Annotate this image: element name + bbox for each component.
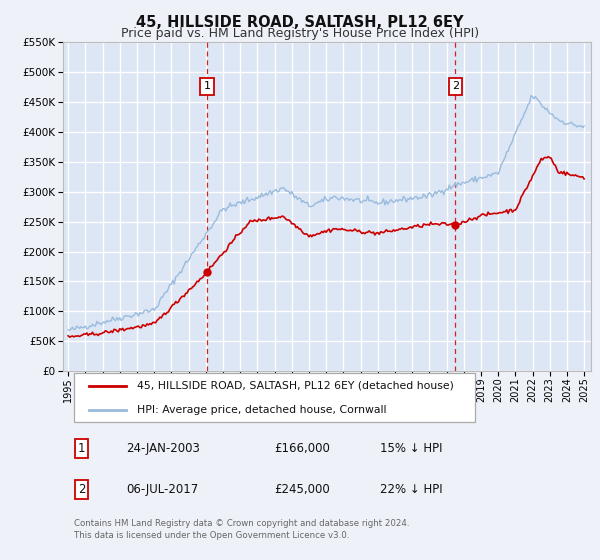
- Text: £166,000: £166,000: [274, 442, 330, 455]
- Text: Contains HM Land Registry data © Crown copyright and database right 2024.
This d: Contains HM Land Registry data © Crown c…: [74, 519, 409, 540]
- Text: £245,000: £245,000: [274, 483, 330, 496]
- Text: 1: 1: [78, 442, 85, 455]
- Text: 24-JAN-2003: 24-JAN-2003: [127, 442, 200, 455]
- Text: Price paid vs. HM Land Registry's House Price Index (HPI): Price paid vs. HM Land Registry's House …: [121, 27, 479, 40]
- Text: 2: 2: [452, 81, 459, 91]
- Text: 45, HILLSIDE ROAD, SALTASH, PL12 6EY: 45, HILLSIDE ROAD, SALTASH, PL12 6EY: [136, 15, 464, 30]
- Text: 22% ↓ HPI: 22% ↓ HPI: [380, 483, 442, 496]
- Text: 06-JUL-2017: 06-JUL-2017: [127, 483, 199, 496]
- Text: 45, HILLSIDE ROAD, SALTASH, PL12 6EY (detached house): 45, HILLSIDE ROAD, SALTASH, PL12 6EY (de…: [137, 381, 454, 391]
- Text: 15% ↓ HPI: 15% ↓ HPI: [380, 442, 442, 455]
- FancyBboxPatch shape: [74, 374, 475, 422]
- Text: 1: 1: [203, 81, 211, 91]
- Text: 2: 2: [78, 483, 85, 496]
- Text: HPI: Average price, detached house, Cornwall: HPI: Average price, detached house, Corn…: [137, 405, 386, 415]
